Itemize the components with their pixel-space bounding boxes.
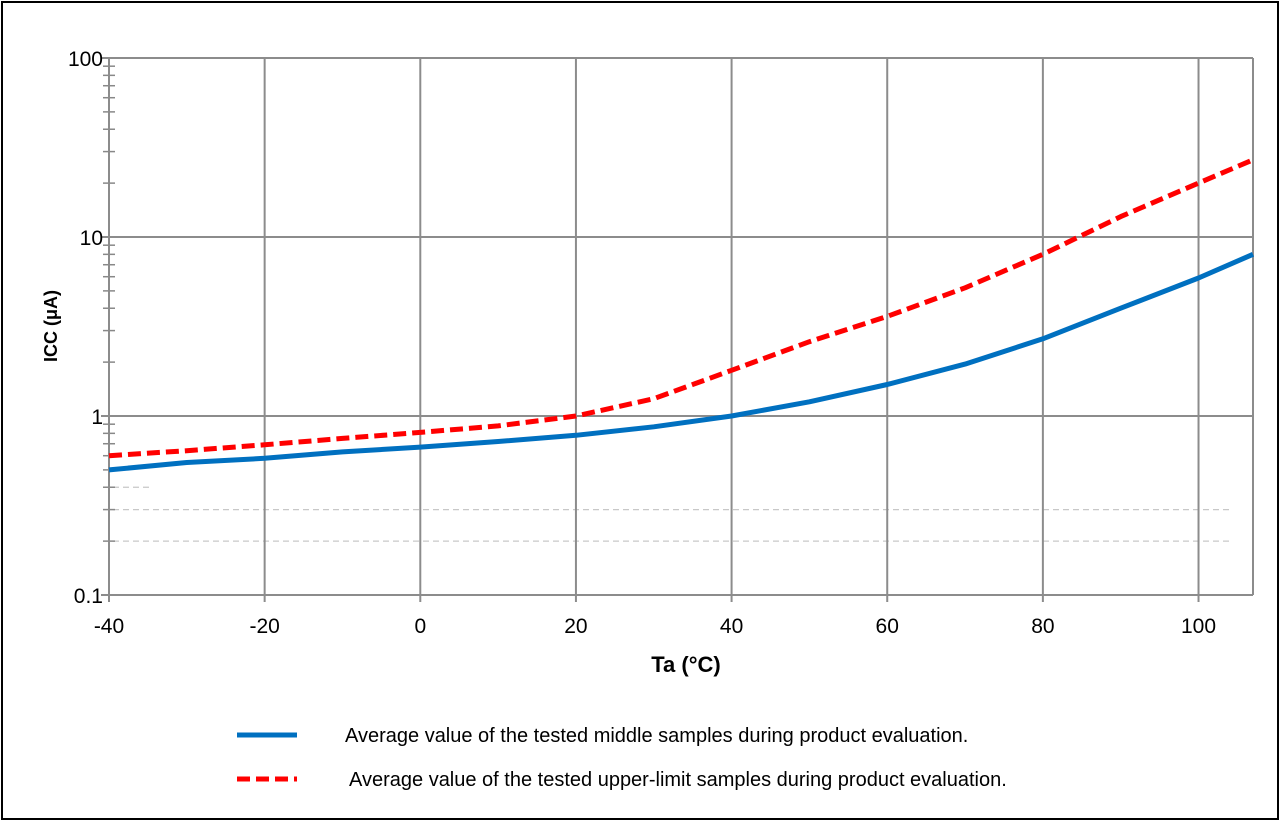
- legend-item-middle: Average value of the tested middle sampl…: [237, 725, 968, 747]
- x-tick-label: 20: [564, 615, 587, 638]
- major-gridlines: [108, 57, 1254, 596]
- x-axis-title: Ta (°C): [651, 652, 721, 677]
- x-tick-label: -20: [249, 615, 279, 638]
- legend-label-upper: Average value of the tested upper-limit …: [349, 769, 1007, 791]
- axes: [101, 57, 1200, 602]
- y-tick-label: 100: [68, 48, 103, 71]
- x-tick-label: 100: [1181, 615, 1216, 638]
- y-tick-label: 1: [91, 406, 103, 429]
- y-axis-title: ICC (μA): [41, 290, 61, 362]
- series-line-middle: [108, 252, 1254, 473]
- x-tick-label: 0: [414, 615, 426, 638]
- series-layer: [108, 157, 1254, 473]
- legend-label-middle: Average value of the tested middle sampl…: [345, 725, 968, 747]
- tick-labels: -40 -20 0 20 40 60 80 100 0.1 1 10 100: [68, 48, 1216, 638]
- x-tick-label: -40: [94, 615, 124, 638]
- x-tick-label: 80: [1031, 615, 1054, 638]
- x-tick-label: 60: [876, 615, 899, 638]
- series-line-upper: [108, 157, 1254, 459]
- y-tick-label: 10: [80, 227, 103, 250]
- y-tick-label: 0.1: [74, 585, 103, 608]
- legend-item-upper: Average value of the tested upper-limit …: [237, 769, 1007, 791]
- legend: Average value of the tested middle sampl…: [237, 725, 1007, 791]
- x-tick-label: 40: [720, 615, 743, 638]
- minor-gridlines: [113, 486, 1230, 542]
